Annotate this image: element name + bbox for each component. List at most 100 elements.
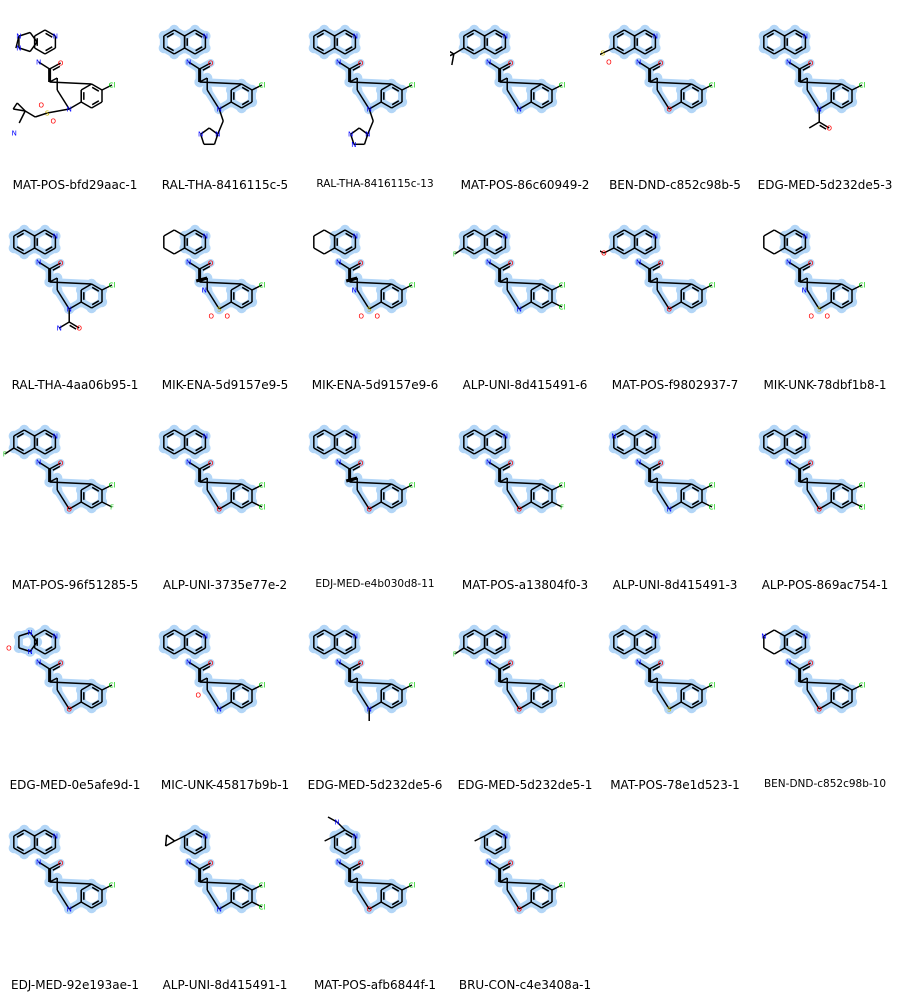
ring-nitrogen: N <box>517 106 522 114</box>
double-bond-line <box>202 665 211 671</box>
bond <box>313 247 325 255</box>
chlorine-atom: Cl <box>709 504 716 512</box>
bond <box>49 862 61 870</box>
bond <box>380 883 392 891</box>
bond <box>49 62 61 70</box>
bond <box>613 447 625 455</box>
amide-nitrogen: N <box>636 259 641 267</box>
compound-id-label: MAT-POS-78e1d523-1 <box>610 778 740 792</box>
bond <box>188 661 201 670</box>
chlorine-atom: Cl <box>259 904 266 912</box>
bond <box>380 501 392 509</box>
bond <box>788 61 801 70</box>
bond <box>680 283 692 291</box>
bond <box>401 884 413 891</box>
double-bond-line <box>841 686 850 692</box>
bond <box>217 120 224 135</box>
bond <box>241 301 253 309</box>
bond <box>638 261 651 270</box>
bond <box>499 62 511 70</box>
double-bond-line <box>91 86 100 92</box>
nitrogen-atom: N <box>803 433 808 441</box>
bond <box>794 229 806 237</box>
bond <box>484 29 496 37</box>
double-bond-line <box>691 686 700 692</box>
double-bond-line <box>802 465 811 471</box>
double-bond-line <box>541 300 550 306</box>
bond <box>91 701 103 709</box>
bond <box>29 632 38 643</box>
bond <box>199 133 205 145</box>
bond-lines <box>463 429 563 510</box>
bond <box>530 83 542 91</box>
double-bond-line <box>45 246 53 252</box>
carbonyl-oxygen: O <box>358 260 364 268</box>
bond <box>163 647 175 655</box>
ring-oxygen: O <box>816 506 822 514</box>
carbonyl-oxygen: O <box>658 60 664 68</box>
bond <box>841 483 853 491</box>
compound-id-label: MAT-POS-bfd29aac-1 <box>12 178 138 192</box>
molecule-structure: N F N O Cl O <box>453 624 565 715</box>
nitrogen-atom: N <box>203 233 208 241</box>
bond <box>199 681 242 685</box>
atom-labels: N N O Cl N <box>36 833 115 914</box>
carbonyl-oxygen: O <box>658 460 664 468</box>
atom-labels: N O N O Cl O <box>601 233 715 314</box>
double-bond-line <box>466 232 475 238</box>
bond <box>199 481 242 485</box>
carbonyl-oxygen: O <box>658 660 664 668</box>
double-bond-line <box>616 232 625 238</box>
bond <box>13 429 25 437</box>
bond <box>56 289 70 310</box>
double-bond-line <box>345 632 353 638</box>
bond <box>91 901 103 909</box>
ring-oxygen: O <box>516 706 522 714</box>
bond <box>473 647 485 655</box>
bond-lines <box>164 829 263 910</box>
atom-labels: N N N O Cl N Cl <box>611 433 716 514</box>
bond <box>649 81 692 85</box>
double-bond-line <box>541 686 550 692</box>
bond <box>188 461 201 470</box>
bond <box>218 108 224 122</box>
amide-nitrogen: N <box>486 859 491 867</box>
bond <box>613 229 625 237</box>
bond <box>530 901 542 909</box>
bond <box>101 284 113 291</box>
bond <box>691 283 703 291</box>
ring-nitrogen: N <box>367 706 372 714</box>
ring-nitrogen: N <box>802 287 807 295</box>
bond <box>230 301 242 309</box>
compound-id-label: ALP-UNI-3735e77e-2 <box>162 578 288 592</box>
bond-lines <box>763 29 863 130</box>
double-bond-line <box>352 865 361 871</box>
ring-oxygen: O <box>366 906 372 914</box>
double-bond-line <box>819 124 827 130</box>
compound-id-label: BRU-CON-c4e3408a-1 <box>458 978 592 992</box>
bond <box>773 229 785 237</box>
molecule-cell: N N O Cl N O MIC-UNK-45817b9b-1 <box>150 600 300 800</box>
fluorine-atom: F <box>110 504 114 512</box>
bond <box>68 101 82 110</box>
ring-nitrogen: N <box>217 906 222 914</box>
bond-lines <box>13 829 113 910</box>
chlorine-atom: Cl <box>259 882 266 890</box>
bond <box>649 262 661 270</box>
bond <box>194 447 206 455</box>
amide-nitrogen: N <box>336 259 341 267</box>
bond <box>806 489 820 510</box>
carbonyl-oxygen: O <box>58 260 64 268</box>
bond <box>194 847 206 855</box>
bond <box>530 501 542 509</box>
bond <box>18 631 31 637</box>
double-bond-line <box>345 432 353 438</box>
bond <box>506 689 520 710</box>
molecule-cell: N N O Cl S MAT-POS-78e1d523-1 <box>600 600 750 800</box>
double-bond-line <box>495 646 503 652</box>
bond <box>488 261 501 270</box>
bond <box>44 247 56 255</box>
bond <box>313 629 325 637</box>
bond <box>638 461 651 470</box>
double-bond-line <box>691 100 700 106</box>
